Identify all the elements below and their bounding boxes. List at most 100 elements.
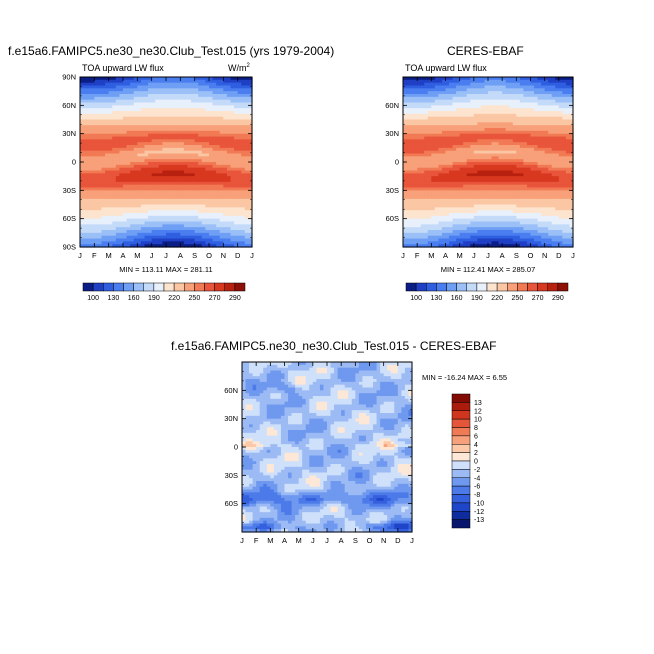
heatmap-cell [83, 113, 88, 118]
heatmap-cell [420, 99, 425, 104]
heatmap-cell [234, 128, 239, 132]
heatmap-cell [87, 91, 92, 95]
heatmap-cell [162, 213, 167, 217]
heatmap-cell [173, 162, 178, 166]
heatmap-cell [176, 85, 181, 89]
heatmap-cell [509, 113, 514, 118]
heatmap-cell [198, 96, 203, 101]
heatmap-cell [226, 119, 232, 123]
heatmap-cell [123, 164, 128, 169]
heatmap-cell [410, 108, 415, 112]
heatmap-cell [449, 215, 454, 220]
heatmap-cell [112, 176, 117, 180]
heatmap-cell [148, 207, 153, 211]
heatmap-cell [108, 215, 113, 220]
heatmap-cell [241, 99, 246, 104]
heatmap-cell [424, 207, 429, 211]
heatmap-cell [205, 150, 210, 155]
heatmap-cell [187, 170, 192, 174]
heatmap-cell [201, 196, 207, 200]
heatmap-cell [90, 96, 95, 101]
colorbar-label: 270 [209, 295, 221, 302]
heatmap-cell [216, 153, 221, 157]
heatmap-cell [427, 164, 432, 169]
heatmap-cell [237, 128, 242, 132]
heatmap-cell [441, 139, 447, 143]
heatmap-cell [441, 125, 447, 129]
heatmap-cell [126, 102, 131, 106]
heatmap-cell [133, 224, 138, 228]
heatmap-cell [438, 85, 443, 89]
heatmap-cell [148, 116, 153, 121]
heatmap-cell [234, 218, 239, 223]
heatmap-cell [176, 139, 181, 143]
heatmap-cell [162, 96, 167, 101]
heatmap-cell [237, 125, 242, 129]
heatmap-cell [166, 230, 171, 234]
heatmap-cell [452, 96, 457, 101]
heatmap-cell [162, 184, 167, 189]
heatmap-cell [495, 201, 500, 206]
heatmap-cell [169, 204, 174, 208]
heatmap-cell [123, 82, 128, 87]
heatmap-cell [516, 111, 521, 115]
heatmap-cell [498, 122, 503, 126]
heatmap-cell [191, 184, 196, 189]
heatmap-cell [140, 198, 146, 203]
heatmap-cell [169, 184, 174, 189]
heatmap-cell [80, 218, 85, 223]
heatmap-cell [166, 159, 171, 163]
heatmap-cell [198, 193, 203, 197]
heatmap-cell [417, 232, 422, 237]
heatmap-cell [140, 221, 146, 225]
heatmap-cell [201, 105, 207, 109]
heatmap-cell [140, 244, 146, 248]
heatmap-cell [169, 198, 174, 203]
heatmap-cell [459, 164, 464, 169]
heatmap-cell [452, 173, 457, 177]
heatmap-cell [477, 79, 482, 84]
heatmap-cell [162, 130, 167, 135]
heatmap-cell [148, 213, 153, 217]
heatmap-cell [130, 215, 135, 220]
heatmap-cell [459, 145, 464, 149]
heatmap-cell [495, 113, 500, 118]
heatmap-cell [495, 122, 500, 126]
heatmap-cell [438, 227, 443, 231]
heatmap-cell [191, 207, 196, 211]
heatmap-cell [502, 227, 507, 231]
heatmap-cell [140, 215, 146, 220]
heatmap-cell [83, 119, 88, 123]
heatmap-cell [137, 215, 142, 220]
heatmap-cell [97, 164, 103, 169]
heatmap-cell [169, 179, 174, 183]
colorbar-swatch [214, 282, 225, 292]
heatmap-cell [166, 128, 171, 132]
heatmap-cell [427, 159, 432, 163]
heatmap-cell [173, 218, 178, 223]
heatmap-cell [180, 96, 185, 101]
heatmap-cell [463, 184, 468, 189]
heatmap-cell [212, 207, 217, 211]
heatmap-cell [87, 94, 92, 98]
heatmap-cell [209, 196, 214, 200]
heatmap-cell [219, 238, 224, 242]
heatmap-cell [234, 88, 239, 92]
heatmap-cell [137, 133, 142, 138]
colorbar-swatch [153, 282, 165, 292]
heatmap-cell [173, 196, 178, 200]
heatmap-cell [83, 150, 88, 155]
heatmap-cell [123, 136, 128, 140]
heatmap-cell [176, 88, 181, 92]
heatmap-cell [516, 181, 521, 186]
heatmap-cell [491, 113, 496, 118]
heatmap-cell [126, 176, 131, 180]
heatmap-cell [431, 150, 436, 155]
heatmap-cell [417, 145, 422, 149]
heatmap-cell [201, 215, 207, 220]
heatmap-cell [230, 133, 235, 138]
heatmap-cell [112, 224, 117, 228]
heatmap-cell [403, 162, 408, 166]
heatmap-cell [158, 193, 164, 197]
heatmap-cell [420, 196, 425, 200]
